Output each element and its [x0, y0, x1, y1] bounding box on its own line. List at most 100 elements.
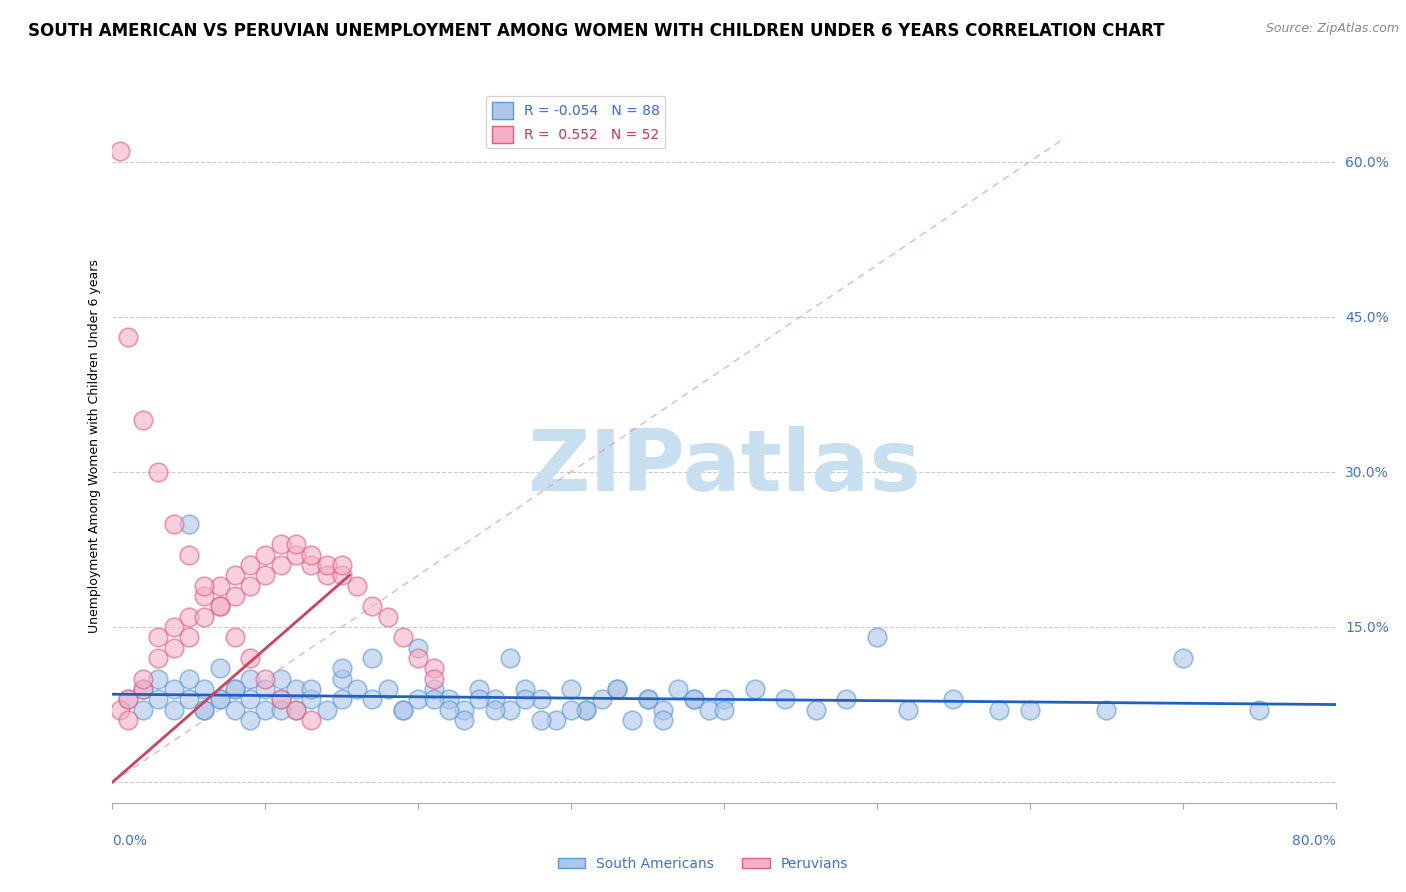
Y-axis label: Unemployment Among Women with Children Under 6 years: Unemployment Among Women with Children U…	[89, 259, 101, 633]
Point	[254, 548, 277, 562]
Point	[1018, 703, 1040, 717]
Point	[530, 692, 553, 706]
Point	[299, 692, 322, 706]
Text: 80.0%: 80.0%	[1292, 834, 1336, 848]
Point	[193, 589, 215, 603]
Point	[177, 630, 200, 644]
Point	[284, 703, 308, 717]
Point	[239, 692, 262, 706]
Point	[193, 579, 215, 593]
Point	[835, 692, 858, 706]
Point	[177, 692, 200, 706]
Point	[713, 692, 735, 706]
Point	[224, 681, 246, 696]
Point	[163, 703, 186, 717]
Point	[422, 692, 444, 706]
Point	[117, 713, 139, 727]
Point	[148, 465, 170, 479]
Point	[148, 651, 170, 665]
Point	[713, 703, 735, 717]
Point	[637, 692, 659, 706]
Point	[299, 713, 322, 727]
Point	[117, 330, 139, 344]
Point	[697, 703, 720, 717]
Point	[132, 681, 155, 696]
Point	[254, 703, 277, 717]
Point	[1095, 703, 1118, 717]
Point	[193, 703, 215, 717]
Point	[270, 672, 292, 686]
Point	[148, 692, 170, 706]
Point	[193, 703, 215, 717]
Point	[575, 703, 598, 717]
Point	[530, 713, 553, 727]
Point	[408, 692, 430, 706]
Point	[775, 692, 797, 706]
Point	[468, 681, 491, 696]
Point	[606, 681, 628, 696]
Point	[437, 703, 460, 717]
Point	[499, 703, 522, 717]
Point	[437, 692, 460, 706]
Point	[942, 692, 965, 706]
Point	[560, 681, 582, 696]
Point	[193, 681, 215, 696]
Point	[453, 703, 475, 717]
Point	[484, 703, 506, 717]
Point	[652, 713, 675, 727]
Point	[284, 548, 308, 562]
Point	[224, 703, 246, 717]
Point	[224, 630, 246, 644]
Point	[1171, 651, 1194, 665]
Point	[330, 558, 353, 572]
Point	[254, 672, 277, 686]
Point	[330, 568, 353, 582]
Point	[866, 630, 889, 644]
Point	[208, 579, 231, 593]
Point	[408, 651, 430, 665]
Point	[361, 651, 384, 665]
Point	[330, 661, 353, 675]
Point	[377, 681, 399, 696]
Point	[299, 681, 322, 696]
Point	[163, 516, 186, 531]
Point	[315, 558, 337, 572]
Point	[682, 692, 704, 706]
Point	[392, 703, 415, 717]
Point	[177, 548, 200, 562]
Point	[270, 558, 292, 572]
Point	[804, 703, 827, 717]
Point	[177, 516, 200, 531]
Point	[239, 651, 262, 665]
Point	[544, 713, 567, 727]
Point	[132, 413, 155, 427]
Point	[208, 599, 231, 614]
Point	[515, 681, 537, 696]
Point	[208, 692, 231, 706]
Point	[208, 599, 231, 614]
Point	[897, 703, 920, 717]
Legend: R = -0.054   N = 88, R =  0.552   N = 52: R = -0.054 N = 88, R = 0.552 N = 52	[486, 96, 665, 148]
Point	[606, 681, 628, 696]
Text: Source: ZipAtlas.com: Source: ZipAtlas.com	[1265, 22, 1399, 36]
Point	[422, 672, 444, 686]
Point	[270, 692, 292, 706]
Point	[239, 558, 262, 572]
Point	[988, 703, 1011, 717]
Point	[315, 568, 337, 582]
Point	[132, 703, 155, 717]
Point	[193, 609, 215, 624]
Point	[270, 537, 292, 551]
Point	[637, 692, 659, 706]
Point	[682, 692, 704, 706]
Point	[224, 681, 246, 696]
Point	[392, 630, 415, 644]
Point	[361, 692, 384, 706]
Point	[377, 609, 399, 624]
Point	[315, 703, 337, 717]
Point	[575, 703, 598, 717]
Point	[177, 609, 200, 624]
Point	[422, 661, 444, 675]
Point	[652, 703, 675, 717]
Point	[453, 713, 475, 727]
